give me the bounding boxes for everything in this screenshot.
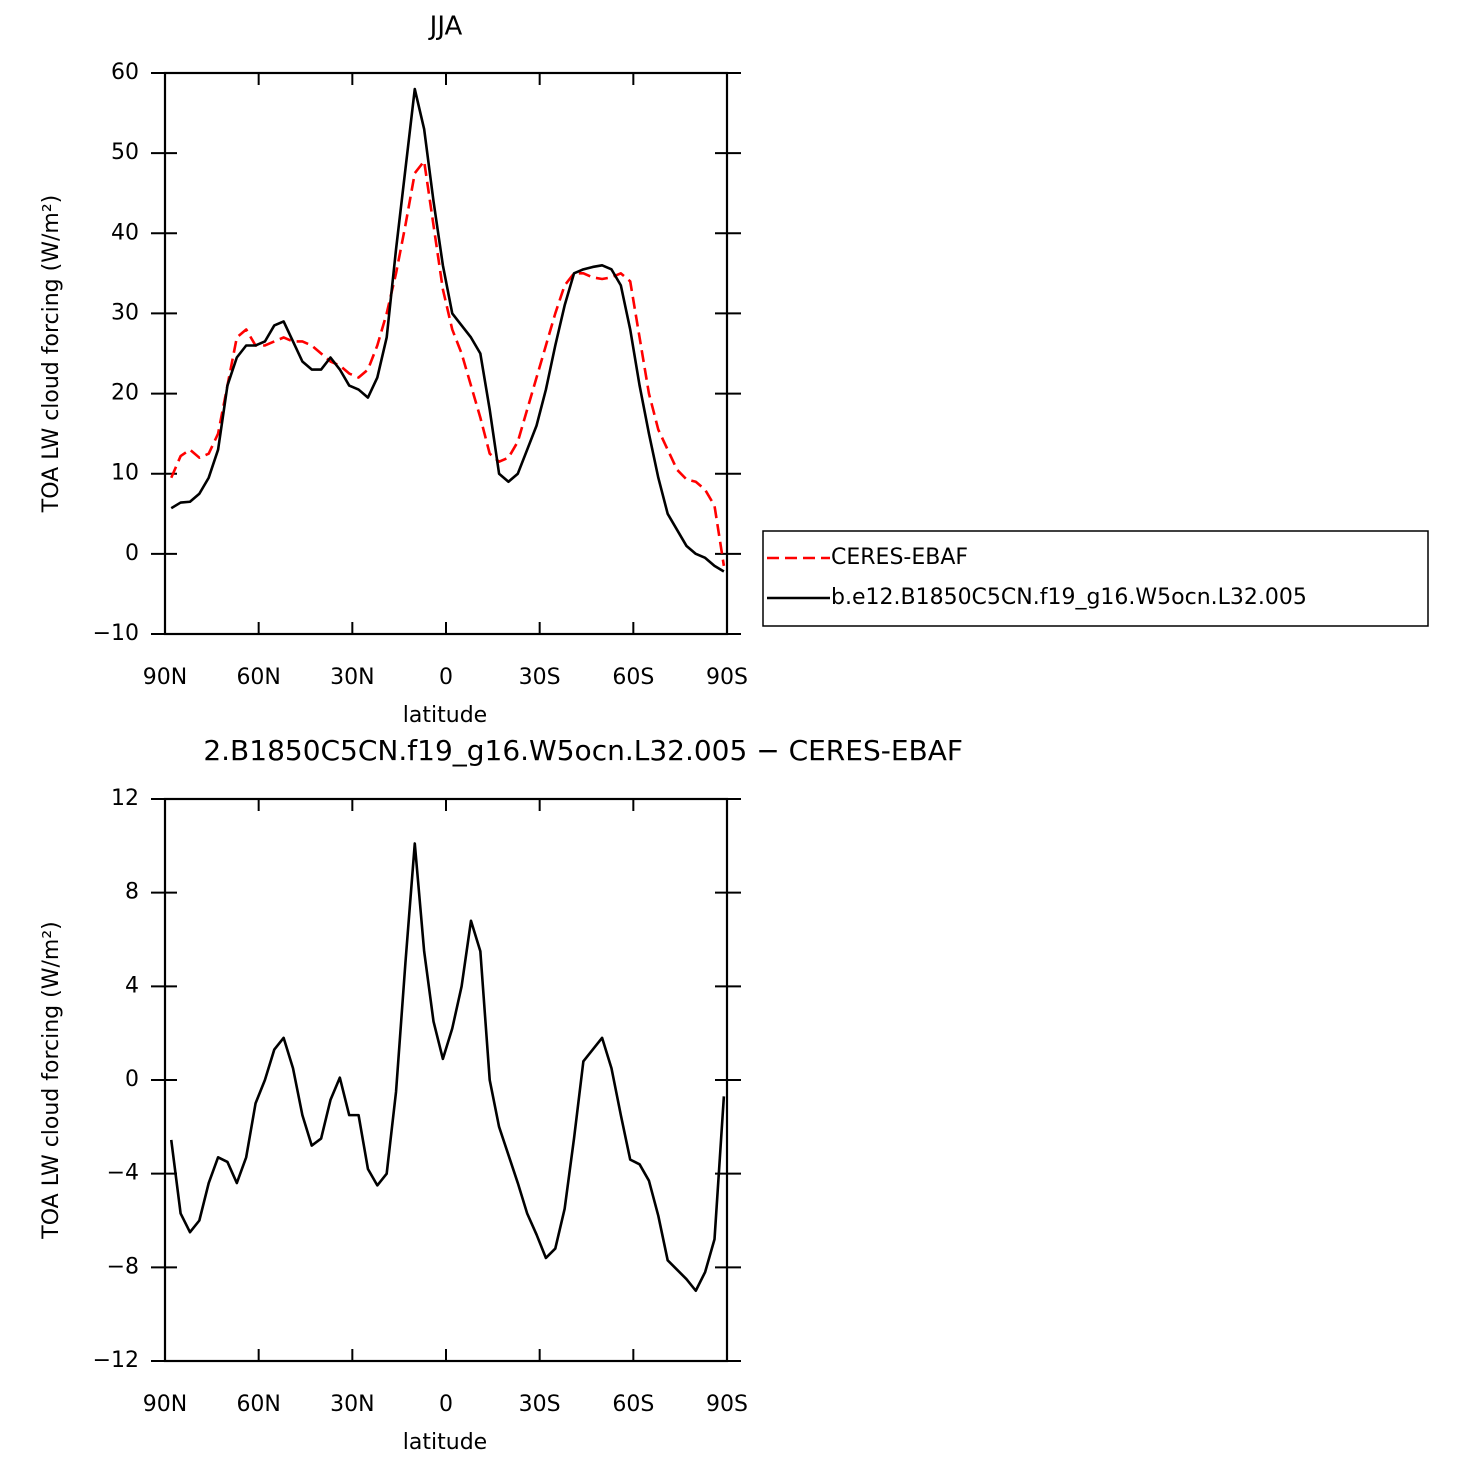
- y-tick-label: 10: [111, 461, 139, 486]
- y-tick-label: −10: [93, 621, 139, 646]
- x-tick-label: 90S: [706, 665, 748, 690]
- legend-label: CERES-EBAF: [831, 545, 968, 570]
- y-tick-label: −4: [107, 1161, 139, 1186]
- x-tick-label: 90N: [143, 1392, 187, 1417]
- y-tick-label: 40: [111, 220, 139, 245]
- data-line: [170, 87, 725, 573]
- x-tick-label: 0: [439, 1392, 453, 1417]
- x-tick-label: 30S: [519, 665, 561, 690]
- legend-box: [762, 530, 1429, 627]
- x-axis-label: latitude: [403, 1430, 487, 1455]
- y-tick-label: 20: [111, 381, 139, 406]
- y-tick-label: 30: [111, 300, 139, 325]
- y-tick-label: 4: [125, 973, 139, 998]
- y-axis-label: TOA LW cloud forcing (W/m²): [39, 921, 64, 1239]
- y-tick-label: 60: [111, 60, 139, 85]
- y-tick-label: 0: [125, 541, 139, 566]
- legend-label: b.e12.B1850C5CN.f19_g16.W5ocn.L32.005: [831, 585, 1307, 610]
- x-tick-label: 30N: [330, 665, 374, 690]
- x-axis-label: latitude: [403, 703, 487, 728]
- x-tick-label: 90S: [706, 1392, 748, 1417]
- y-tick-label: 12: [111, 786, 139, 811]
- y-axis-label: TOA LW cloud forcing (W/m²): [39, 195, 64, 513]
- x-tick-label: 30S: [519, 1392, 561, 1417]
- x-tick-label: 60N: [236, 665, 280, 690]
- x-tick-label: 0: [439, 665, 453, 690]
- y-tick-label: −12: [93, 1348, 139, 1373]
- x-tick-label: 60S: [612, 665, 654, 690]
- y-tick-label: 8: [125, 880, 139, 905]
- y-tick-label: −8: [107, 1254, 139, 1279]
- plot-frame: [163, 71, 729, 636]
- x-tick-label: 60S: [612, 1392, 654, 1417]
- x-tick-label: 90N: [143, 665, 187, 690]
- x-tick-label: 30N: [330, 1392, 374, 1417]
- y-tick-label: 50: [111, 140, 139, 165]
- chart-title: JJA: [428, 12, 463, 42]
- plot-frame: [163, 797, 729, 1363]
- data-line: [170, 159, 726, 567]
- y-tick-label: 0: [125, 1067, 139, 1092]
- data-line: [169, 842, 726, 1293]
- chart-title: 2.B1850C5CN.f19_g16.W5ocn.L32.005 − CERE…: [203, 734, 963, 767]
- x-tick-label: 60N: [236, 1392, 280, 1417]
